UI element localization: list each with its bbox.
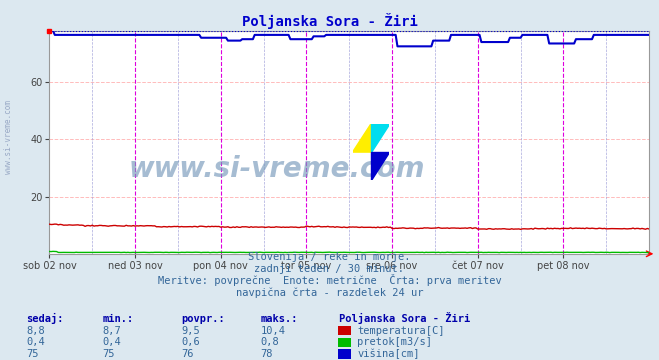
Text: 75: 75 (26, 349, 39, 359)
Text: www.si-vreme.com: www.si-vreme.com (129, 155, 426, 183)
Text: navpična črta - razdelek 24 ur: navpična črta - razdelek 24 ur (236, 287, 423, 298)
Text: 0,8: 0,8 (260, 337, 279, 347)
Text: 10,4: 10,4 (260, 325, 285, 336)
Text: pretok[m3/s]: pretok[m3/s] (357, 337, 432, 347)
Text: 0,6: 0,6 (181, 337, 200, 347)
Text: 9,5: 9,5 (181, 325, 200, 336)
Text: Poljanska Sora - Žiri: Poljanska Sora - Žiri (242, 13, 417, 28)
Text: 8,7: 8,7 (102, 325, 121, 336)
Text: Slovenija / reke in morje.: Slovenija / reke in morje. (248, 252, 411, 262)
Text: zadnji teden / 30 minut.: zadnji teden / 30 minut. (254, 264, 405, 274)
Text: 0,4: 0,4 (102, 337, 121, 347)
Text: 76: 76 (181, 349, 194, 359)
Text: 0,4: 0,4 (26, 337, 45, 347)
Text: min.:: min.: (102, 314, 133, 324)
Text: 8,8: 8,8 (26, 325, 45, 336)
Text: višina[cm]: višina[cm] (357, 349, 420, 359)
Polygon shape (370, 124, 389, 152)
Text: 78: 78 (260, 349, 273, 359)
Text: temperatura[C]: temperatura[C] (357, 325, 445, 336)
Polygon shape (353, 124, 370, 152)
Text: maks.:: maks.: (260, 314, 298, 324)
Text: 75: 75 (102, 349, 115, 359)
Text: povpr.:: povpr.: (181, 314, 225, 324)
Text: www.si-vreme.com: www.si-vreme.com (4, 100, 13, 174)
Text: Poljanska Sora - Žiri: Poljanska Sora - Žiri (339, 312, 471, 324)
Text: sedaj:: sedaj: (26, 313, 64, 324)
Polygon shape (370, 152, 389, 180)
Text: Meritve: povprečne  Enote: metrične  Črta: prva meritev: Meritve: povprečne Enote: metrične Črta:… (158, 274, 501, 286)
